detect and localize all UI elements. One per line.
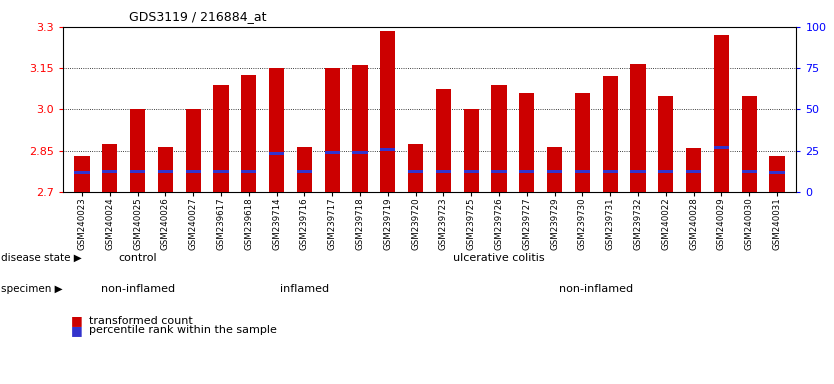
Bar bbox=[686, 170, 701, 173]
Bar bbox=[602, 170, 618, 173]
Bar bbox=[185, 109, 201, 192]
Bar bbox=[741, 170, 757, 173]
Bar bbox=[352, 65, 368, 192]
Text: GDS3119 / 216884_at: GDS3119 / 216884_at bbox=[129, 10, 267, 23]
Text: inflamed: inflamed bbox=[280, 284, 329, 294]
Bar bbox=[352, 151, 368, 154]
Bar bbox=[214, 84, 229, 192]
Bar bbox=[658, 96, 674, 192]
Bar bbox=[74, 170, 90, 174]
Bar bbox=[380, 148, 395, 151]
Text: percentile rank within the sample: percentile rank within the sample bbox=[89, 325, 277, 335]
Bar bbox=[714, 146, 729, 149]
Bar bbox=[575, 170, 590, 173]
Bar bbox=[769, 156, 785, 192]
Bar bbox=[491, 170, 507, 173]
Bar bbox=[241, 75, 256, 192]
Bar bbox=[408, 144, 423, 192]
Bar bbox=[519, 93, 535, 192]
Text: disease state ▶: disease state ▶ bbox=[1, 253, 82, 263]
Text: ulcerative colitis: ulcerative colitis bbox=[453, 253, 545, 263]
Bar bbox=[185, 170, 201, 173]
Bar bbox=[158, 147, 173, 192]
Bar bbox=[130, 109, 145, 192]
Text: ■: ■ bbox=[71, 314, 83, 327]
Bar bbox=[297, 147, 312, 192]
Bar bbox=[130, 170, 145, 173]
Bar bbox=[547, 170, 562, 173]
Text: specimen ▶: specimen ▶ bbox=[1, 284, 63, 294]
Bar bbox=[74, 156, 90, 192]
Text: control: control bbox=[118, 253, 157, 263]
Bar bbox=[602, 76, 618, 192]
Bar bbox=[324, 151, 340, 154]
Bar bbox=[102, 170, 118, 173]
Bar bbox=[658, 170, 674, 173]
Bar bbox=[158, 170, 173, 173]
Bar bbox=[214, 170, 229, 173]
Bar bbox=[269, 68, 284, 192]
Bar bbox=[519, 170, 535, 173]
Text: transformed count: transformed count bbox=[89, 316, 193, 326]
Bar bbox=[714, 35, 729, 192]
Bar bbox=[686, 148, 701, 192]
Bar bbox=[741, 96, 757, 192]
Bar bbox=[464, 109, 479, 192]
Bar bbox=[491, 84, 507, 192]
Bar bbox=[269, 152, 284, 155]
Bar bbox=[324, 68, 340, 192]
Bar bbox=[102, 144, 118, 192]
Bar bbox=[769, 170, 785, 174]
Bar bbox=[575, 93, 590, 192]
Bar bbox=[435, 170, 451, 173]
Bar bbox=[547, 147, 562, 192]
Bar bbox=[435, 89, 451, 192]
Bar bbox=[408, 170, 423, 173]
Bar bbox=[631, 170, 646, 173]
Bar bbox=[631, 64, 646, 192]
Text: non-inflamed: non-inflamed bbox=[560, 284, 633, 294]
Bar bbox=[380, 31, 395, 192]
Bar bbox=[297, 170, 312, 173]
Bar bbox=[241, 170, 256, 173]
Bar bbox=[464, 170, 479, 173]
Text: non-inflamed: non-inflamed bbox=[101, 284, 174, 294]
Text: ■: ■ bbox=[71, 324, 83, 337]
